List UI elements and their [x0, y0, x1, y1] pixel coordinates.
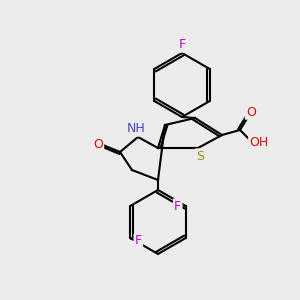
Text: O: O — [246, 106, 256, 118]
Text: F: F — [178, 38, 186, 52]
Text: F: F — [174, 200, 181, 212]
Text: S: S — [196, 149, 204, 163]
Text: F: F — [135, 235, 142, 248]
Text: O: O — [93, 139, 103, 152]
Text: NH: NH — [127, 122, 146, 136]
Text: OH: OH — [249, 136, 268, 148]
